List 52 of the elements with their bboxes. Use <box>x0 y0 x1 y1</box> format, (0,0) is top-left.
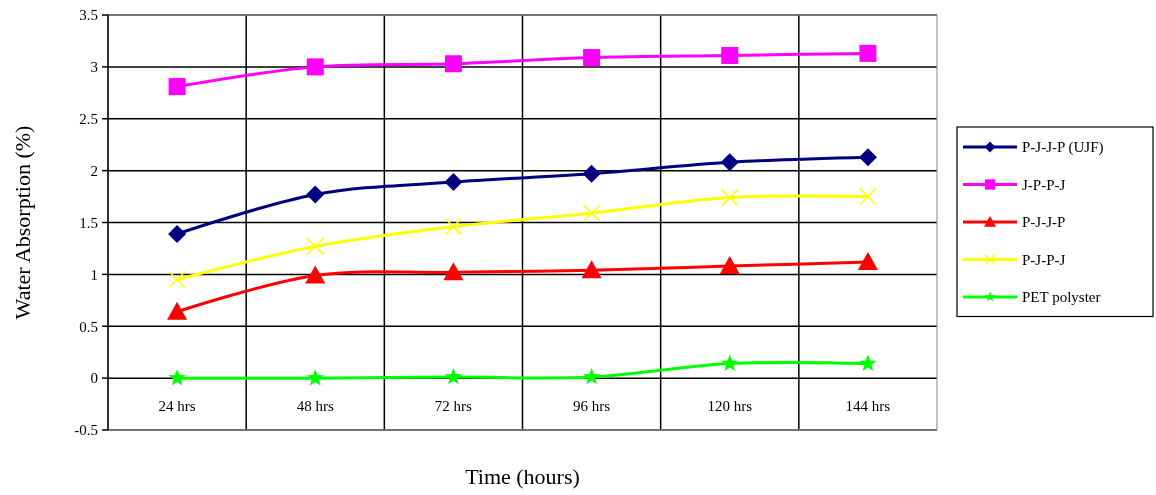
point <box>583 368 601 385</box>
point <box>720 153 739 172</box>
point <box>858 148 877 167</box>
point <box>859 354 877 371</box>
x-tick-label: 72 hrs <box>434 398 473 415</box>
x-tick-label: 144 hrs <box>845 398 891 415</box>
point <box>305 265 326 284</box>
point <box>859 44 877 62</box>
point <box>721 354 739 371</box>
point <box>582 164 601 183</box>
point <box>306 369 324 386</box>
point <box>444 217 463 236</box>
y-tick-label: 1 <box>90 266 98 283</box>
point <box>859 187 877 206</box>
point <box>444 173 463 192</box>
y-tick-label: 0 <box>90 370 98 387</box>
point <box>306 185 325 204</box>
y-tick-label: 3 <box>90 59 98 76</box>
point <box>306 237 324 256</box>
y-tick-label: -0.5 <box>74 422 98 439</box>
legend-label: PET polyster <box>1022 289 1101 306</box>
point <box>168 78 186 96</box>
point <box>306 58 324 76</box>
x-tick-label: 96 hrs <box>573 398 611 415</box>
point <box>721 46 739 64</box>
x-tick-label: 48 hrs <box>296 398 334 415</box>
y-tick-label: 1.5 <box>79 214 98 231</box>
y-tick-label: 0.5 <box>79 318 98 335</box>
y-tick-label: 2.5 <box>79 111 98 127</box>
point <box>583 49 601 67</box>
point <box>719 256 740 275</box>
x-tick-label: 120 hrs <box>707 398 753 415</box>
point <box>857 251 878 270</box>
point <box>168 270 186 289</box>
legend-label: P-J-P-J <box>1022 251 1066 268</box>
point <box>582 204 601 222</box>
x-tick-label: 24 hrs <box>158 398 196 415</box>
point <box>443 262 464 281</box>
point <box>167 301 188 320</box>
y-tick-label: 2 <box>90 162 98 179</box>
legend-label: J-P-P-J <box>1022 176 1066 193</box>
point <box>168 224 187 243</box>
y-axis-title: Water Absorption (%) <box>10 125 35 320</box>
point <box>581 260 602 279</box>
point <box>444 55 462 73</box>
point <box>721 188 739 207</box>
y-tick-label: 3.5 <box>79 7 98 24</box>
x-axis-title: Time (hours) <box>465 464 580 489</box>
point <box>168 369 186 386</box>
legend-label: P-J-J-P (UJF) <box>1022 139 1104 157</box>
point <box>444 368 462 385</box>
legend-label: P-J-J-P <box>1022 214 1066 231</box>
